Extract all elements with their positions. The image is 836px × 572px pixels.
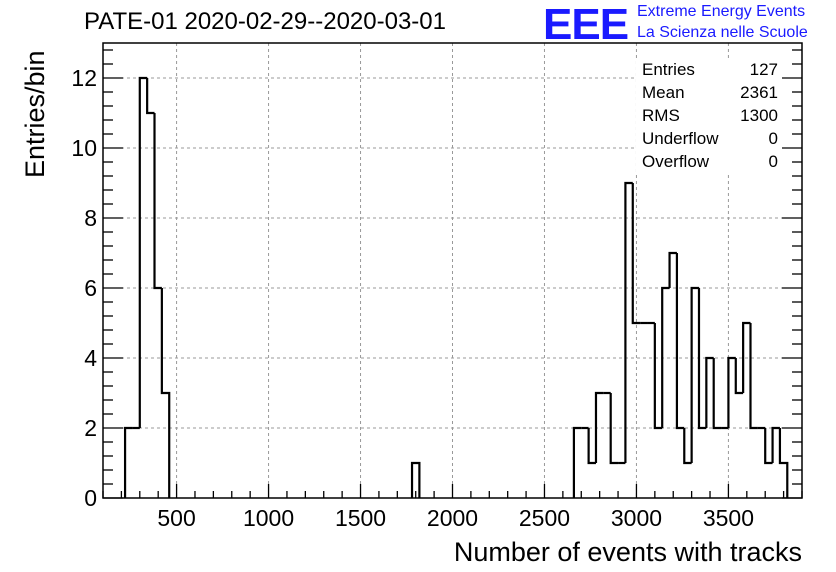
x-tick-label: 3000	[611, 505, 662, 531]
y-tick-label: 6	[84, 275, 97, 301]
logo-line-1: Extreme Energy Events	[637, 3, 806, 20]
histogram-bin	[653, 323, 663, 430]
histogram-bin	[668, 251, 677, 288]
axes: 500 1000 1500 2000 2500 3000 3500 0 2 4 6 8 10 12	[71, 42, 803, 531]
histogram-bin	[734, 358, 744, 395]
histogram-bin	[771, 426, 780, 463]
stats-row-overflow: Overflow 0	[636, 150, 782, 173]
y-tick-label: 10	[71, 135, 97, 161]
x-tick-label: 500	[157, 505, 195, 531]
stats-label: Entries	[642, 60, 695, 79]
histogram-bin	[587, 428, 596, 465]
histogram-bin	[749, 323, 758, 430]
stats-value: 0	[768, 129, 778, 148]
x-tick-label: 3500	[703, 505, 754, 531]
logo-line-2: La Scienza nelle Scuole	[637, 24, 808, 41]
histogram-bars	[123, 76, 789, 498]
y-tick-label: 8	[84, 205, 97, 231]
histogram-bin	[675, 253, 685, 430]
y-tick-label: 0	[84, 485, 97, 511]
histogram-bin	[683, 428, 692, 465]
y-tick-label: 2	[84, 415, 97, 441]
histogram-bin	[624, 181, 633, 463]
stats-row-mean: Mean 2361	[636, 81, 782, 104]
stats-label: Mean	[642, 83, 685, 102]
y-axis-label: Entries/bin	[20, 50, 50, 178]
logo-mark: EEE	[543, 0, 629, 49]
histogram-bin	[609, 393, 619, 465]
x-tick-label: 1000	[243, 505, 294, 531]
histogram-bin	[160, 288, 171, 498]
stats-value: 2361	[740, 83, 778, 102]
x-tick-label: 1500	[335, 505, 386, 531]
histogram-bin	[146, 78, 155, 115]
stats-value: 127	[749, 60, 778, 79]
stats-row-underflow: Underflow 0	[636, 127, 782, 150]
histogram-bin	[742, 321, 751, 393]
histogram-bin	[661, 286, 670, 428]
eee-logo: EEE	[543, 0, 629, 50]
stats-label: Overflow	[642, 152, 710, 171]
x-tick-label: 2500	[519, 505, 570, 531]
histogram-bin	[631, 183, 641, 325]
y-tick-label: 4	[84, 345, 97, 371]
stats-box: Entries 127 Mean 2361 RMS 1300 Underflow…	[636, 58, 782, 173]
histogram-bin	[410, 461, 421, 498]
y-tick-label: 12	[71, 65, 97, 91]
histogram-bin	[123, 426, 133, 498]
chart-title: PATE-01 2020-02-29--2020-03-01	[84, 8, 446, 35]
histogram-bin	[712, 358, 722, 430]
histogram-bin	[153, 113, 162, 290]
histogram-bin	[705, 356, 714, 428]
stats-value: 0	[768, 152, 778, 171]
x-axis-label: Number of events with tracks	[453, 537, 802, 567]
histogram-bin	[764, 428, 773, 465]
stats-row-rms: RMS 1300	[636, 104, 782, 127]
histogram-bin	[594, 391, 604, 463]
stats-label: Underflow	[642, 129, 719, 148]
stats-value: 1300	[740, 106, 778, 125]
histogram-bin	[697, 288, 707, 430]
stats-row-entries: Entries 127	[636, 58, 782, 81]
histogram-bin	[727, 356, 736, 428]
histogram-bin	[138, 76, 148, 428]
stats-label: RMS	[642, 106, 680, 125]
histogram-bin	[572, 426, 582, 498]
histogram-bin	[690, 286, 699, 463]
histogram-bin	[778, 428, 789, 498]
x-tick-label: 2000	[427, 505, 478, 531]
